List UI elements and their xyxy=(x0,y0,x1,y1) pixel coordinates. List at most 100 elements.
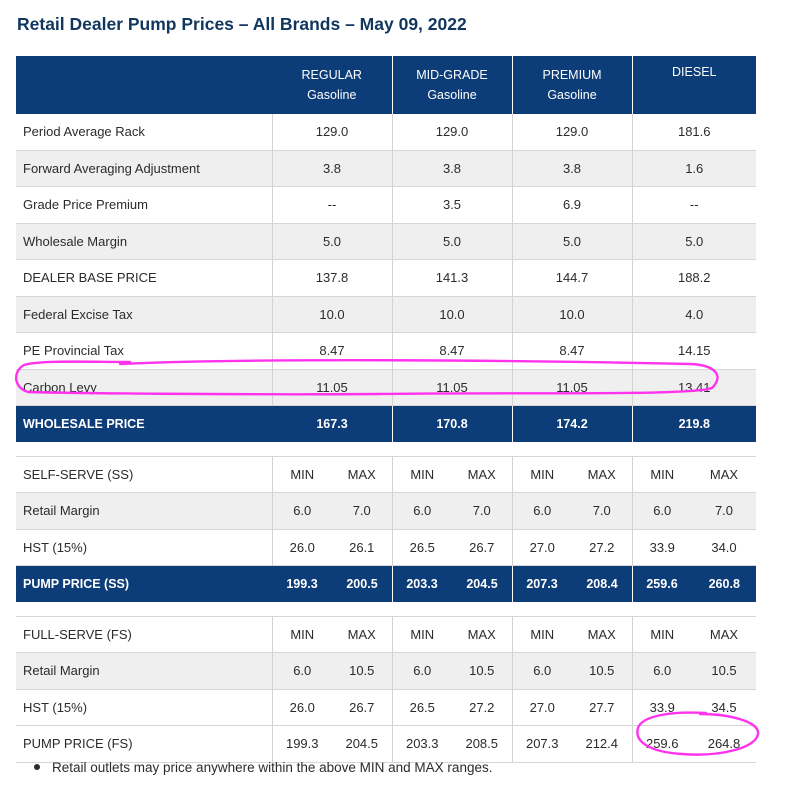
row-label: DEALER BASE PRICE xyxy=(16,259,273,297)
wholesale-price-row: WHOLESALE PRICE 167.3 170.8 174.2 219.8 xyxy=(16,405,756,442)
value-cell: 10.5 xyxy=(692,652,756,690)
min-label: MIN xyxy=(392,456,452,493)
value-cell: 3.8 xyxy=(392,150,513,187)
table-row: HST (15%) 26.0 26.7 26.5 27.2 27.0 27.7 … xyxy=(16,689,756,726)
value-cell: 8.47 xyxy=(272,332,393,370)
value-cell: 27.0 xyxy=(512,529,572,566)
bullet-icon xyxy=(34,764,40,771)
value-cell: 11.05 xyxy=(392,369,513,406)
value-cell: 27.2 xyxy=(452,689,513,726)
value-cell: 26.7 xyxy=(332,689,393,726)
value-cell: 5.0 xyxy=(632,223,756,260)
header-diesel: DIESEL xyxy=(632,56,756,114)
value-cell: 8.47 xyxy=(512,332,633,370)
value-cell: 26.0 xyxy=(272,529,332,566)
spacer-cell xyxy=(16,441,756,457)
max-label: MAX xyxy=(692,456,756,493)
value-cell: 34.5 xyxy=(692,689,756,726)
value-cell: 10.5 xyxy=(572,652,633,690)
value-cell: 264.8 xyxy=(692,725,756,763)
table-row: Federal Excise Tax 10.0 10.0 10.0 4.0 xyxy=(16,296,756,333)
table-row: Wholesale Margin 5.0 5.0 5.0 5.0 xyxy=(16,223,756,260)
pump-price-fs-row: PUMP PRICE (FS) 199.3 204.5 203.3 208.5 … xyxy=(16,725,756,763)
value-cell: 212.4 xyxy=(572,725,633,763)
value-cell: 137.8 xyxy=(272,259,393,297)
row-label: Federal Excise Tax xyxy=(16,296,273,333)
footnote: Retail outlets may price anywhere within… xyxy=(34,760,492,775)
max-label: MAX xyxy=(572,616,633,653)
value-cell: 129.0 xyxy=(512,114,633,151)
value-cell: 27.7 xyxy=(572,689,633,726)
row-label: Wholesale Margin xyxy=(16,223,273,260)
value-cell: 208.5 xyxy=(452,725,513,763)
value-cell: 26.7 xyxy=(452,529,513,566)
value-cell: 5.0 xyxy=(512,223,633,260)
value-cell: 7.0 xyxy=(572,492,633,530)
value-cell: 199.3 xyxy=(272,725,332,763)
row-label: Period Average Rack xyxy=(16,114,273,151)
value-cell: 6.0 xyxy=(272,652,332,690)
value-cell: 129.0 xyxy=(392,114,513,151)
value-cell: 260.8 xyxy=(692,565,756,602)
value-cell: 204.5 xyxy=(332,725,393,763)
value-cell: 10.0 xyxy=(272,296,393,333)
value-cell: 10.0 xyxy=(392,296,513,333)
value-cell: 5.0 xyxy=(272,223,393,260)
value-cell: 27.2 xyxy=(572,529,633,566)
table-row: Retail Margin 6.0 7.0 6.0 7.0 6.0 7.0 6.… xyxy=(16,492,756,530)
value-cell: 144.7 xyxy=(512,259,633,297)
spacer-cell xyxy=(16,601,756,617)
row-label: PE Provincial Tax xyxy=(16,332,273,370)
value-cell: 8.47 xyxy=(392,332,513,370)
value-cell: 199.3 xyxy=(272,565,333,602)
value-cell: 6.0 xyxy=(632,652,692,690)
value-cell: 13.41 xyxy=(632,369,756,406)
value-cell: 204.5 xyxy=(452,565,513,602)
min-label: MIN xyxy=(512,456,572,493)
min-label: MIN xyxy=(272,456,332,493)
row-label: PUMP PRICE (SS) xyxy=(16,565,273,602)
value-cell: 7.0 xyxy=(452,492,513,530)
value-cell: 26.5 xyxy=(392,529,452,566)
value-cell: 11.05 xyxy=(272,369,393,406)
table-row: Forward Averaging Adjustment 3.8 3.8 3.8… xyxy=(16,150,756,187)
table-row: DEALER BASE PRICE 137.8 141.3 144.7 188.… xyxy=(16,259,756,297)
value-cell: 181.6 xyxy=(632,114,756,151)
value-cell: 259.6 xyxy=(632,725,692,763)
pump-price-ss-row: PUMP PRICE (SS) 199.3 200.5 203.3 204.5 … xyxy=(16,565,756,602)
value-cell: 3.8 xyxy=(272,150,393,187)
value-cell: 167.3 xyxy=(272,405,393,442)
value-cell: 3.5 xyxy=(392,186,513,224)
value-cell: 174.2 xyxy=(512,405,633,442)
header-blank-cell xyxy=(16,56,272,114)
max-label: MAX xyxy=(332,456,393,493)
value-cell: 1.6 xyxy=(632,150,756,187)
value-cell: 203.3 xyxy=(392,565,453,602)
value-cell: -- xyxy=(272,186,393,224)
value-cell: 33.9 xyxy=(632,689,692,726)
value-cell: 6.0 xyxy=(512,492,572,530)
value-cell: 6.0 xyxy=(272,492,332,530)
row-label: Carbon Levy xyxy=(16,369,273,406)
table-row-carbon-levy: Carbon Levy 11.05 11.05 11.05 13.41 xyxy=(16,369,756,406)
table-row: Retail Margin 6.0 10.5 6.0 10.5 6.0 10.5… xyxy=(16,652,756,690)
value-cell: 203.3 xyxy=(392,725,452,763)
value-cell: 10.5 xyxy=(332,652,393,690)
value-cell: 6.0 xyxy=(632,492,692,530)
table-header-row: REGULAR Gasoline MID-GRADE Gasoline PREMIU… xyxy=(16,56,756,114)
row-label: WHOLESALE PRICE xyxy=(16,405,273,442)
value-cell: 26.0 xyxy=(272,689,332,726)
min-label: MIN xyxy=(272,616,332,653)
max-label: MAX xyxy=(452,616,513,653)
value-cell: 7.0 xyxy=(692,492,756,530)
section-label: SELF-SERVE (SS) xyxy=(16,456,273,493)
min-label: MIN xyxy=(632,616,692,653)
value-cell: 219.8 xyxy=(632,405,756,442)
value-cell: 3.8 xyxy=(512,150,633,187)
spacer-row xyxy=(16,601,756,617)
row-label: Retail Margin xyxy=(16,652,273,690)
max-label: MAX xyxy=(572,456,633,493)
table-row: Grade Price Premium -- 3.5 6.9 -- xyxy=(16,186,756,224)
table-row: HST (15%) 26.0 26.1 26.5 26.7 27.0 27.2 … xyxy=(16,529,756,566)
value-cell: 34.0 xyxy=(692,529,756,566)
